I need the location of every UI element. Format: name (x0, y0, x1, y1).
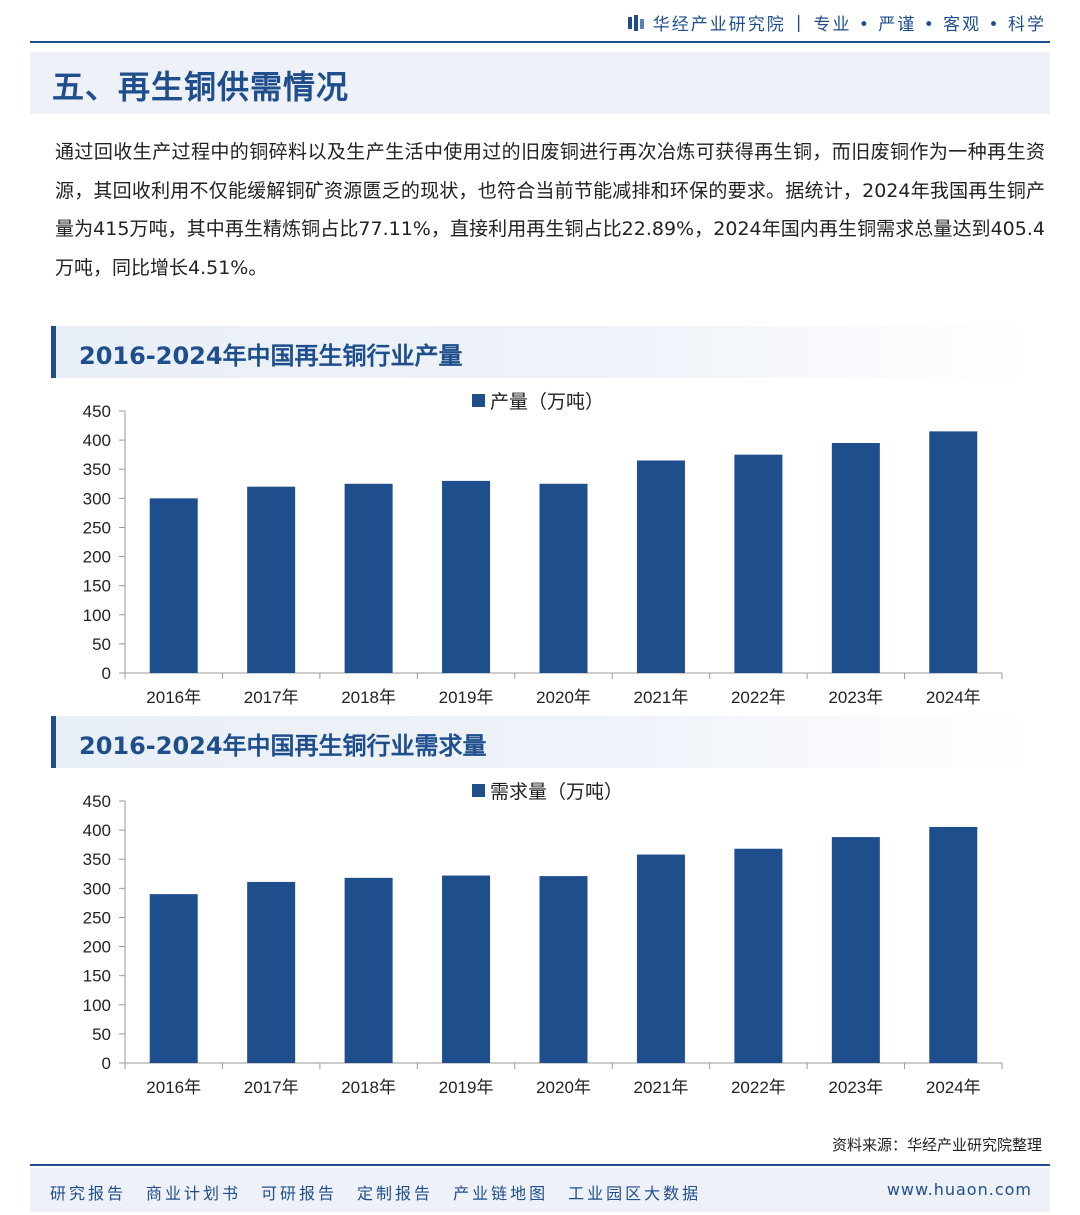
x-tick-label: 2023年 (828, 688, 883, 707)
chart-2-header-accent (51, 716, 56, 768)
bar (247, 881, 296, 1063)
bar (734, 454, 783, 673)
bar (149, 498, 198, 673)
x-tick-label: 2024年 (926, 1078, 981, 1097)
y-tick-label: 300 (83, 879, 111, 898)
bar (344, 877, 393, 1063)
x-tick-label: 2021年 (634, 1078, 689, 1097)
footer: 研究报告 商业计划书 可研报告 定制报告 产业链地图 工业园区大数据 www.h… (30, 1168, 1050, 1212)
x-tick-label: 2019年 (439, 1078, 494, 1097)
y-tick-label: 350 (83, 460, 111, 479)
legend-label: 产量（万吨） (490, 391, 604, 413)
bar (831, 837, 880, 1063)
y-tick-label: 0 (102, 664, 111, 683)
x-tick-label: 2017年 (244, 1078, 299, 1097)
footer-link-custom-report[interactable]: 定制报告 (357, 1184, 434, 1203)
footer-links: 研究报告 商业计划书 可研报告 定制报告 产业链地图 工业园区大数据 (50, 1180, 721, 1204)
y-tick-label: 200 (83, 548, 111, 567)
bottom-divider (30, 1164, 1050, 1166)
chart-1-title: 2016-2024年中国再生铜行业产量 (79, 342, 463, 370)
bar (831, 443, 880, 673)
section-title: 五、再生铜供需情况 (52, 68, 350, 106)
y-tick-label: 50 (92, 1025, 111, 1044)
brand-name: 华经产业研究院 (652, 15, 786, 35)
bar (929, 826, 978, 1063)
y-tick-label: 300 (83, 489, 111, 508)
footer-link-industry-chain-map[interactable]: 产业链地图 (453, 1184, 549, 1203)
y-tick-label: 250 (83, 518, 111, 537)
bar (442, 480, 491, 673)
brand: 华经产业研究院 | 专业 • 严谨 • 客观 • 科学 (627, 10, 1046, 35)
x-tick-label: 2022年 (731, 1078, 786, 1097)
x-tick-label: 2018年 (341, 1078, 396, 1097)
footer-link-industrial-park-data[interactable]: 工业园区大数据 (568, 1184, 702, 1203)
chart-production: 0 50 100 150 200 250 300 350 400 450 2016年 2017年 201… (83, 391, 1003, 707)
x-tick-label: 2018年 (341, 688, 396, 707)
x-tick-label: 2019年 (439, 688, 494, 707)
x-tick-label: 2022年 (731, 688, 786, 707)
x-tick-label: 2016年 (146, 1078, 201, 1097)
bar (929, 431, 978, 673)
y-tick-label: 100 (83, 606, 111, 625)
y-tick-label: 350 (83, 850, 111, 869)
y-tick-label: 200 (83, 938, 111, 957)
source-note: 资料来源：华经产业研究院整理 (831, 1136, 1042, 1154)
footer-link-business-plan[interactable]: 商业计划书 (146, 1184, 242, 1203)
brand-logo-icon (627, 14, 644, 31)
x-tick-label: 2016年 (146, 688, 201, 707)
y-tick-label: 100 (83, 996, 111, 1015)
chart-2-title: 2016-2024年中国再生铜行业需求量 (79, 732, 487, 760)
y-tick-label: 450 (83, 792, 111, 811)
y-tick-label: 400 (83, 821, 111, 840)
bar (149, 894, 198, 1063)
y-tick-label: 250 (83, 908, 111, 927)
bar (344, 483, 393, 673)
bar (636, 460, 685, 673)
y-tick-label: 150 (83, 577, 111, 596)
y-tick-label: 150 (83, 967, 111, 986)
bar (539, 876, 588, 1063)
footer-link-feasibility-report[interactable]: 可研报告 (261, 1184, 338, 1203)
top-bar: 华经产业研究院 | 专业 • 严谨 • 客观 • 科学 (0, 0, 1080, 42)
brand-tagline: 专业 • 严谨 • 客观 • 科学 (813, 15, 1046, 35)
x-tick-label: 2023年 (828, 1078, 883, 1097)
brand-divider: | (795, 12, 804, 33)
y-tick-label: 0 (102, 1054, 111, 1073)
section-title-bar (30, 52, 1050, 114)
x-tick-label: 2021年 (634, 688, 689, 707)
footer-url[interactable]: www.huaon.com (886, 1180, 1032, 1199)
bar (734, 848, 783, 1063)
bar (247, 486, 296, 673)
y-tick-label: 450 (83, 402, 111, 421)
x-tick-label: 2020年 (536, 688, 591, 707)
legend-swatch (472, 394, 485, 407)
chart-1-header: 2016-2024年中国再生铜行业产量 (51, 326, 1031, 378)
x-tick-label: 2020年 (536, 1078, 591, 1097)
chart-2-header: 2016-2024年中国再生铜行业需求量 (51, 716, 1031, 768)
chart-demand: 0 50 100 150 200 250 300 350 400 450 2016年 2017年 201… (83, 781, 1003, 1097)
bar (442, 875, 491, 1063)
x-tick-label: 2017年 (244, 688, 299, 707)
y-tick-label: 400 (83, 431, 111, 450)
x-tick-label: 2024年 (926, 688, 981, 707)
y-tick-label: 50 (92, 635, 111, 654)
legend-swatch (472, 784, 485, 797)
intro-paragraph: 通过回收生产过程中的铜碎料以及生产生活中使用过的旧废铜进行再次冶炼可获得再生铜，… (55, 141, 1045, 279)
bar (636, 854, 685, 1063)
top-divider (30, 41, 1050, 43)
legend-label: 需求量（万吨） (490, 781, 623, 803)
bar (539, 483, 588, 673)
chart-1-header-accent (51, 326, 56, 378)
footer-link-research-report[interactable]: 研究报告 (50, 1184, 127, 1203)
